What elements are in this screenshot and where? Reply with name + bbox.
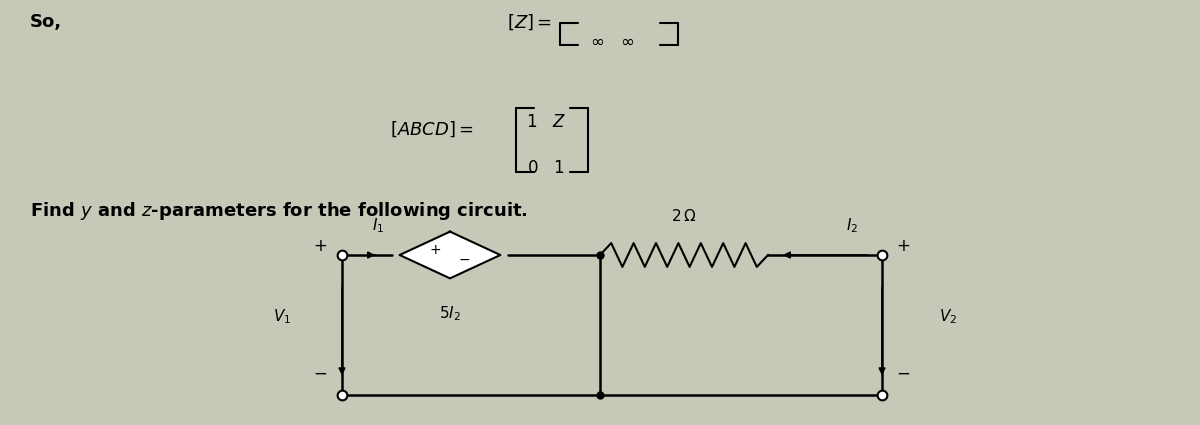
Text: $[Z] =$: $[Z] =$ (506, 13, 552, 32)
Text: So,: So, (30, 13, 62, 31)
Text: −: − (313, 365, 328, 383)
Text: +: + (430, 243, 442, 257)
Text: $[ABCD] =$: $[ABCD] =$ (390, 119, 474, 139)
Text: −: − (896, 365, 911, 383)
Text: $V_1$: $V_1$ (272, 307, 292, 326)
Text: $5I_2$: $5I_2$ (439, 304, 461, 323)
Text: Find $y$ and $z$-parameters for the following circuit.: Find $y$ and $z$-parameters for the foll… (30, 200, 528, 222)
Text: $0 \quad 1$: $0 \quad 1$ (527, 159, 565, 177)
Text: $I_2$: $I_2$ (846, 216, 858, 235)
Polygon shape (400, 232, 500, 278)
Text: $2\,\Omega$: $2\,\Omega$ (671, 208, 697, 224)
Text: $\infty \quad \infty$: $\infty \quad \infty$ (590, 32, 634, 50)
Text: +: + (896, 238, 911, 255)
Text: +: + (313, 238, 328, 255)
Text: $1 \quad Z$: $1 \quad Z$ (526, 113, 566, 130)
Text: −: − (458, 253, 470, 267)
Text: $I_1$: $I_1$ (372, 216, 384, 235)
Text: $V_2$: $V_2$ (938, 307, 958, 326)
